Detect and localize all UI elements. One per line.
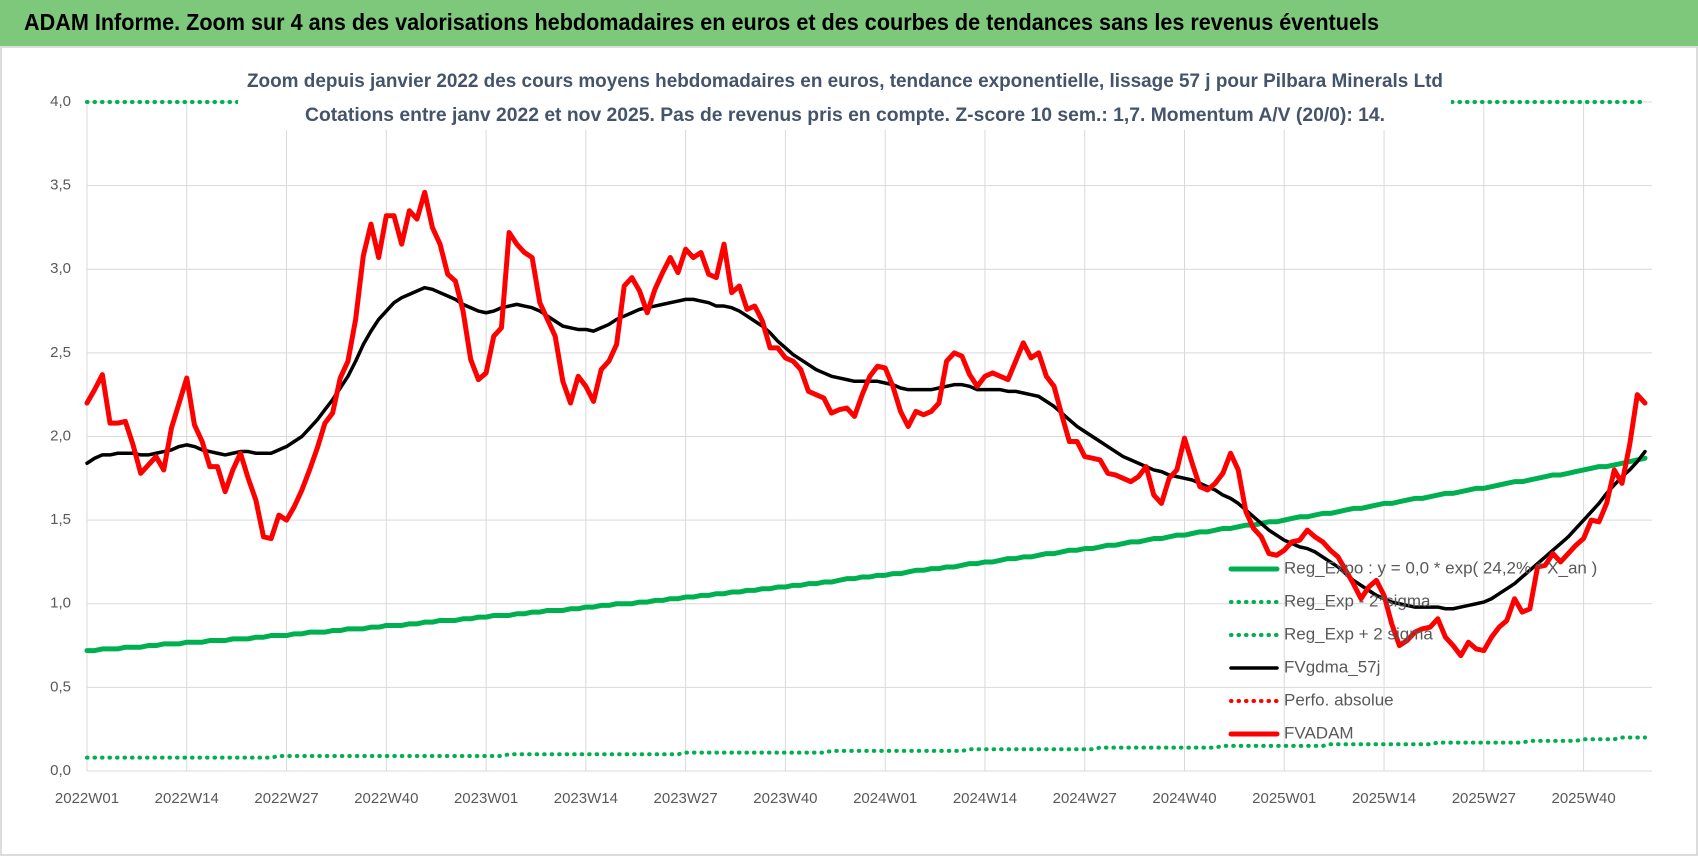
x-tick-label: 2023W40: [753, 790, 817, 807]
x-tick-label: 2025W27: [1452, 790, 1516, 807]
x-tick-label: 2024W27: [1053, 790, 1117, 807]
subtitle: Cotations entre janv 2022 et nov 2025. P…: [305, 104, 1385, 126]
y-tick-label: 4,0: [50, 93, 71, 110]
x-tick-label: 2025W14: [1352, 790, 1416, 807]
y-tick-label: 0,5: [50, 678, 71, 695]
series-line: [84, 455, 1648, 654]
x-tick-label: 2023W27: [654, 790, 718, 807]
legend-label: Reg_Expo : y = 0,0 * exp( 24,2% * X_an ): [1284, 558, 1597, 577]
x-tick-label: 2024W40: [1152, 790, 1216, 807]
header-bar: [0, 0, 1698, 46]
x-tick-label: 2025W40: [1551, 790, 1615, 807]
y-tick-label: 2,0: [50, 427, 71, 444]
y-tick-label: 3,0: [50, 260, 71, 277]
chart-frame: [0, 46, 1698, 856]
legend: Reg_Expo : y = 0,0 * exp( 24,2% * X_an )…: [1228, 558, 1597, 742]
y-tick-label: 1,0: [50, 595, 71, 612]
y-tick-label: 0,0: [50, 762, 71, 779]
x-tick-label: 2022W40: [354, 790, 418, 807]
series-line: [84, 189, 1648, 659]
legend-label: FVgdma_57j: [1284, 657, 1380, 676]
legend-label: Reg_Exp - 2*sigma: [1284, 591, 1431, 610]
legend-label: FVADAM: [1284, 723, 1354, 742]
subtitle: Zoom depuis janvier 2022 des cours moyen…: [247, 70, 1443, 92]
subtitle-background: [238, 68, 1451, 130]
y-tick-label: 1,5: [50, 511, 71, 528]
x-tick-label: 2024W01: [853, 790, 917, 807]
series-line: [85, 735, 1647, 760]
legend-label: Reg_Exp + 2 sigma: [1284, 624, 1433, 643]
legend-label: Perfo. absolue: [1284, 690, 1394, 709]
x-tick-label: 2022W14: [155, 790, 219, 807]
x-tick-label: 2025W01: [1252, 790, 1316, 807]
x-tick-label: 2022W27: [254, 790, 318, 807]
x-tick-label: 2023W14: [554, 790, 618, 807]
x-tick-label: 2024W14: [953, 790, 1017, 807]
y-tick-label: 2,5: [50, 344, 71, 361]
chart-title: ADAM Informe. Zoom sur 4 ans des valoris…: [24, 9, 1379, 35]
x-tick-label: 2023W01: [454, 790, 518, 807]
x-tick-label: 2022W01: [55, 790, 119, 807]
plot-area: 2022W01 2022W14 2022W27 2022W40 2023W01 2023W…: [50, 93, 1652, 807]
y-tick-label: 3,5: [50, 177, 71, 194]
